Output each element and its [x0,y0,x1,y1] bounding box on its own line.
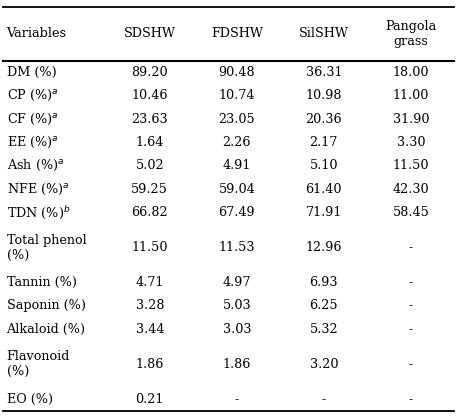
Text: 3.03: 3.03 [223,323,251,336]
Text: 36.31: 36.31 [306,66,342,79]
Text: 2.26: 2.26 [223,136,251,149]
Text: 6.93: 6.93 [309,276,338,289]
Text: 23.05: 23.05 [218,112,255,125]
Text: TDN (%)$^b$: TDN (%)$^b$ [7,204,70,221]
Text: 6.25: 6.25 [309,299,338,313]
Text: 67.49: 67.49 [218,206,255,219]
Text: NFE (%)$^a$: NFE (%)$^a$ [7,181,69,197]
Text: 0.21: 0.21 [136,393,164,406]
Text: Total phenol
(%): Total phenol (%) [7,234,86,262]
Text: 11.50: 11.50 [393,159,429,172]
Text: CF (%)$^a$: CF (%)$^a$ [7,112,58,127]
Text: 18.00: 18.00 [393,66,429,79]
Text: 31.90: 31.90 [393,112,429,125]
Text: Pangola
grass: Pangola grass [385,20,436,48]
Text: 11.50: 11.50 [131,241,168,254]
Text: 11.53: 11.53 [218,241,255,254]
Text: Saponin (%): Saponin (%) [7,299,86,313]
Text: 1.86: 1.86 [136,358,164,371]
Text: 90.48: 90.48 [218,66,255,79]
Text: 1.86: 1.86 [223,358,251,371]
Text: -: - [409,276,413,289]
Text: 20.36: 20.36 [306,112,342,125]
Text: 3.20: 3.20 [309,358,338,371]
Text: FDSHW: FDSHW [211,27,263,40]
Text: 59.25: 59.25 [131,183,168,196]
Text: 12.96: 12.96 [306,241,342,254]
Text: 66.82: 66.82 [131,206,168,219]
Text: 23.63: 23.63 [131,112,168,125]
Text: Variables: Variables [7,27,67,40]
Text: -: - [409,241,413,254]
Text: Alkaloid (%): Alkaloid (%) [7,323,86,336]
Text: 5.32: 5.32 [309,323,338,336]
Text: SilSHW: SilSHW [299,27,349,40]
Text: -: - [409,358,413,371]
Text: -: - [409,299,413,313]
Text: 4.71: 4.71 [136,276,164,289]
Text: 4.97: 4.97 [223,276,251,289]
Text: 1.64: 1.64 [136,136,164,149]
Text: 2.17: 2.17 [310,136,338,149]
Text: 42.30: 42.30 [393,183,429,196]
Text: SDSHW: SDSHW [124,27,176,40]
Text: 10.74: 10.74 [218,89,255,102]
Text: -: - [235,393,239,406]
Text: -: - [409,323,413,336]
Text: 59.04: 59.04 [218,183,255,196]
Text: Tannin (%): Tannin (%) [7,276,77,289]
Text: 3.28: 3.28 [136,299,164,313]
Text: 10.98: 10.98 [306,89,342,102]
Text: EE (%)$^a$: EE (%)$^a$ [7,135,59,150]
Text: 3.30: 3.30 [397,136,425,149]
Text: Flavonoid
(%): Flavonoid (%) [7,350,70,378]
Text: -: - [409,393,413,406]
Text: EO (%): EO (%) [7,393,53,406]
Text: -: - [322,393,326,406]
Text: 3.44: 3.44 [136,323,164,336]
Text: CP (%)$^a$: CP (%)$^a$ [7,88,58,103]
Text: 4.91: 4.91 [223,159,251,172]
Text: DM (%): DM (%) [7,66,56,79]
Text: 89.20: 89.20 [131,66,168,79]
Text: 61.40: 61.40 [306,183,342,196]
Text: 58.45: 58.45 [392,206,429,219]
Text: 5.03: 5.03 [222,299,251,313]
Text: 10.46: 10.46 [131,89,168,102]
Text: Ash (%)$^a$: Ash (%)$^a$ [7,158,64,173]
Text: 5.10: 5.10 [309,159,338,172]
Text: 11.00: 11.00 [393,89,429,102]
Text: 5.02: 5.02 [136,159,164,172]
Text: 71.91: 71.91 [306,206,342,219]
